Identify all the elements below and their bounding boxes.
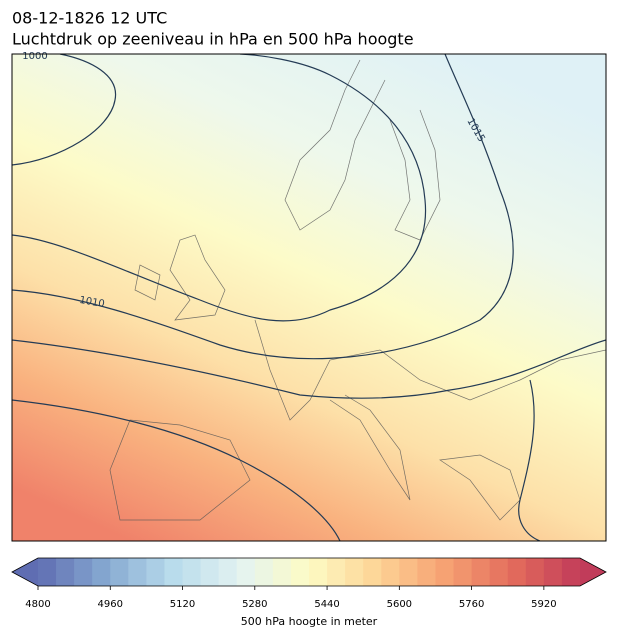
title-date: 08-12-1826 12 UTC	[12, 9, 167, 28]
colorbar-segment	[327, 558, 346, 586]
colorbar-tick-label: 5600	[387, 599, 412, 610]
colorbar-tick-label: 5440	[314, 599, 339, 610]
colorbar-segment	[309, 558, 328, 586]
colorbar-segment	[254, 558, 274, 586]
colorbar-outline	[11, 557, 607, 587]
colorbar-label: 500 hPa hoogte in meter	[241, 615, 378, 628]
colorbar-segment	[561, 558, 581, 586]
colorbar-segment	[200, 558, 220, 586]
colorbar-segment	[272, 558, 292, 586]
colorbar-segment	[345, 558, 364, 586]
colorbar-segment	[128, 558, 147, 586]
colorbar-segment	[236, 558, 256, 586]
title-description: Luchtdruk op zeeniveau in hPa en 500 hPa…	[12, 30, 414, 49]
colorbar-segment	[146, 558, 165, 586]
colorbar-segment	[92, 558, 111, 586]
contour-label: 1000	[22, 51, 47, 62]
colorbar-segment	[399, 558, 418, 586]
contour-label: 1010	[78, 295, 105, 310]
colorbar-segment	[164, 558, 184, 586]
map-frame	[11, 53, 607, 542]
colorbar-segment	[525, 558, 545, 586]
colorbar-segment	[507, 558, 527, 586]
colorbar-segment	[471, 558, 491, 586]
colorbar-segment	[453, 558, 473, 586]
colorbar-tick-label: 4960	[98, 599, 123, 610]
map-area	[12, 54, 606, 541]
colorbar-segment	[110, 558, 129, 586]
colorbar-tick-label: 5120	[170, 599, 195, 610]
colorbar-segment	[417, 558, 436, 586]
colorbar-segment	[435, 558, 455, 586]
colorbar-tick-label: 5280	[242, 599, 267, 610]
pressure-contours	[12, 54, 606, 541]
colorbar-segment	[543, 558, 563, 586]
colorbar-extend-low	[12, 558, 38, 586]
colorbar-segment	[489, 558, 509, 586]
height-field	[12, 54, 606, 541]
colorbar: 4800 4960 5120 5280 5440 5600 5760 5920	[11, 557, 607, 610]
colorbar-tick-label: 5760	[459, 599, 484, 610]
colorbar-extend-high	[580, 558, 606, 586]
colorbar-segment	[56, 558, 75, 586]
colorbar-segment	[290, 558, 310, 586]
colorbar-segment	[381, 558, 400, 586]
coastlines	[109, 59, 606, 521]
colorbar-segment	[182, 558, 202, 586]
colorbar-segment	[363, 558, 382, 586]
colorbar-tick-label: 5920	[531, 599, 556, 610]
colorbar-segment	[74, 558, 93, 586]
colorbar-segment	[38, 558, 57, 586]
colorbar-tick-label: 4800	[25, 599, 50, 610]
colorbar-segment	[218, 558, 238, 586]
